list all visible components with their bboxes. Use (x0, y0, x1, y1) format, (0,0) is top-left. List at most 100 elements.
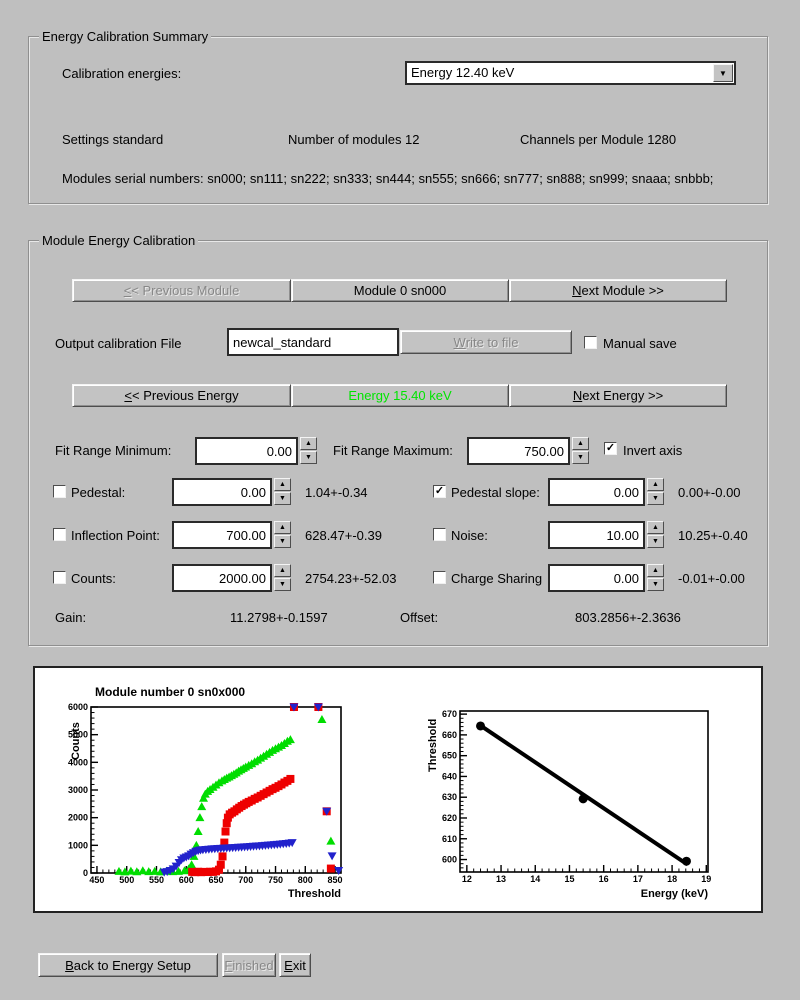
previous-energy-button[interactable]: < < Previous Energy (72, 384, 291, 407)
previous-module-button[interactable]: < < Previous Module (72, 279, 291, 302)
manual-save-checkbox[interactable] (584, 336, 597, 349)
inflection-spin-arrows: ▲ ▼ (274, 521, 291, 549)
noise-label: Noise: (451, 528, 488, 543)
counts-result: 2754.23+-52.03 (305, 571, 397, 586)
module-group-title: Module Energy Calibration (39, 233, 199, 248)
summary-group-title: Energy Calibration Summary (39, 29, 212, 44)
spin-up-icon[interactable]: ▲ (274, 521, 291, 534)
settings-label: Settings standard (62, 132, 164, 147)
svg-text:0: 0 (83, 868, 88, 878)
plot-panel: 450 500 550 600 650 700 750 800 850 0 1000 2000 3000… (33, 666, 763, 913)
svg-text:5000: 5000 (68, 730, 88, 740)
inflection-result: 628.47+-0.39 (305, 528, 382, 543)
counts-spinbox[interactable] (172, 564, 272, 592)
pedestal-spin-arrows: ▲ ▼ (274, 478, 291, 506)
invert-axis-checkbox[interactable]: ✓ (604, 442, 617, 455)
pedestal-slope-label: Pedestal slope: (451, 485, 540, 500)
fit-min-spinbox[interactable] (195, 437, 298, 465)
svg-text:Threshold: Threshold (427, 719, 439, 772)
spin-down-icon[interactable]: ▼ (572, 451, 589, 464)
spin-up-icon[interactable]: ▲ (274, 478, 291, 491)
svg-text:6000: 6000 (68, 702, 88, 712)
spin-down-icon[interactable]: ▼ (274, 535, 291, 548)
pedestal-slope-spinbox[interactable] (548, 478, 645, 506)
chevron-down-icon[interactable]: ▼ (713, 64, 733, 82)
offset-label: Offset: (400, 610, 439, 625)
svg-text:Energy (keV): Energy (keV) (641, 888, 709, 900)
spin-up-icon[interactable]: ▲ (647, 564, 664, 577)
calibration-energies-label: Calibration energies: (62, 66, 182, 81)
charge-sharing-spin-arrows: ▲ ▼ (647, 564, 664, 592)
energy-select[interactable]: Energy 12.40 keV ▼ (405, 61, 736, 85)
svg-text:650: 650 (442, 751, 457, 761)
energy-select-value: Energy 12.40 keV (411, 65, 515, 80)
current-energy-button[interactable]: Energy 15.40 keV (291, 384, 509, 407)
pedestal-checkbox[interactable] (53, 485, 66, 498)
svg-text:2000: 2000 (68, 813, 88, 823)
module-serials-label: Modules serial numbers: sn000; sn111; sn… (62, 171, 714, 186)
spin-down-icon[interactable]: ▼ (647, 492, 664, 505)
spin-down-icon[interactable]: ▼ (274, 492, 291, 505)
fit-min-spin-arrows: ▲ ▼ (300, 437, 317, 465)
svg-text:14: 14 (530, 874, 540, 884)
module-groupbox: Module Energy Calibration (28, 233, 768, 646)
pedestal-result: 1.04+-0.34 (305, 485, 368, 500)
svg-text:Counts: Counts (70, 722, 82, 760)
svg-text:630: 630 (442, 792, 457, 802)
svg-text:620: 620 (442, 813, 457, 823)
gain-label: Gain: (55, 610, 87, 625)
counts-spin-arrows: ▲ ▼ (274, 564, 291, 592)
svg-text:850: 850 (328, 875, 343, 885)
charge-sharing-label: Charge Sharing (451, 571, 543, 586)
spin-up-icon[interactable]: ▲ (647, 478, 664, 491)
current-module-button[interactable]: Module 0 sn000 (291, 279, 509, 302)
charge-sharing-spinbox[interactable] (548, 564, 645, 592)
inflection-spinbox[interactable] (172, 521, 272, 549)
noise-checkbox[interactable] (433, 528, 446, 541)
svg-text:15: 15 (564, 874, 574, 884)
summary-groupbox: Energy Calibration Summary (28, 29, 768, 204)
scurve-and-calibration-charts: 450 500 550 600 650 700 750 800 850 0 1000 2000 3000… (68, 685, 711, 900)
noise-result: 10.25+-0.40 (678, 528, 748, 543)
svg-text:13: 13 (496, 874, 506, 884)
noise-spin-arrows: ▲ ▼ (647, 521, 664, 549)
svg-text:Threshold: Threshold (288, 888, 341, 900)
charge-sharing-checkbox[interactable] (433, 571, 446, 584)
spin-up-icon[interactable]: ▲ (647, 521, 664, 534)
fit-min-label: Fit Range Minimum: (55, 443, 172, 458)
svg-text:Module number 0 sn0x000: Module number 0 sn0x000 (95, 685, 245, 699)
noise-spinbox[interactable] (548, 521, 645, 549)
pedestal-spinbox[interactable] (172, 478, 272, 506)
spin-up-icon[interactable]: ▲ (572, 437, 589, 450)
spin-down-icon[interactable]: ▼ (274, 578, 291, 591)
offset-value: 803.2856+-2.3636 (575, 610, 681, 625)
svg-text:660: 660 (442, 730, 457, 740)
spin-up-icon[interactable]: ▲ (300, 437, 317, 450)
svg-text:12: 12 (462, 874, 472, 884)
svg-text:450: 450 (89, 875, 104, 885)
pedestal-slope-spin-arrows: ▲ ▼ (647, 478, 664, 506)
channels-per-module-label: Channels per Module 1280 (520, 132, 677, 147)
counts-checkbox[interactable] (53, 571, 66, 584)
svg-text:18: 18 (667, 874, 677, 884)
spin-down-icon[interactable]: ▼ (300, 451, 317, 464)
spin-down-icon[interactable]: ▼ (647, 535, 664, 548)
pedestal-slope-checkbox[interactable]: ✓ (433, 485, 446, 498)
num-modules-label: Number of modules 12 (288, 132, 420, 147)
svg-text:600: 600 (179, 875, 194, 885)
svg-text:1000: 1000 (68, 840, 88, 850)
fit-max-spinbox[interactable] (467, 437, 570, 465)
inflection-checkbox[interactable] (53, 528, 66, 541)
output-file-input[interactable] (227, 328, 399, 356)
spin-down-icon[interactable]: ▼ (647, 578, 664, 591)
svg-text:610: 610 (442, 834, 457, 844)
spin-up-icon[interactable]: ▲ (274, 564, 291, 577)
svg-text:650: 650 (208, 875, 223, 885)
